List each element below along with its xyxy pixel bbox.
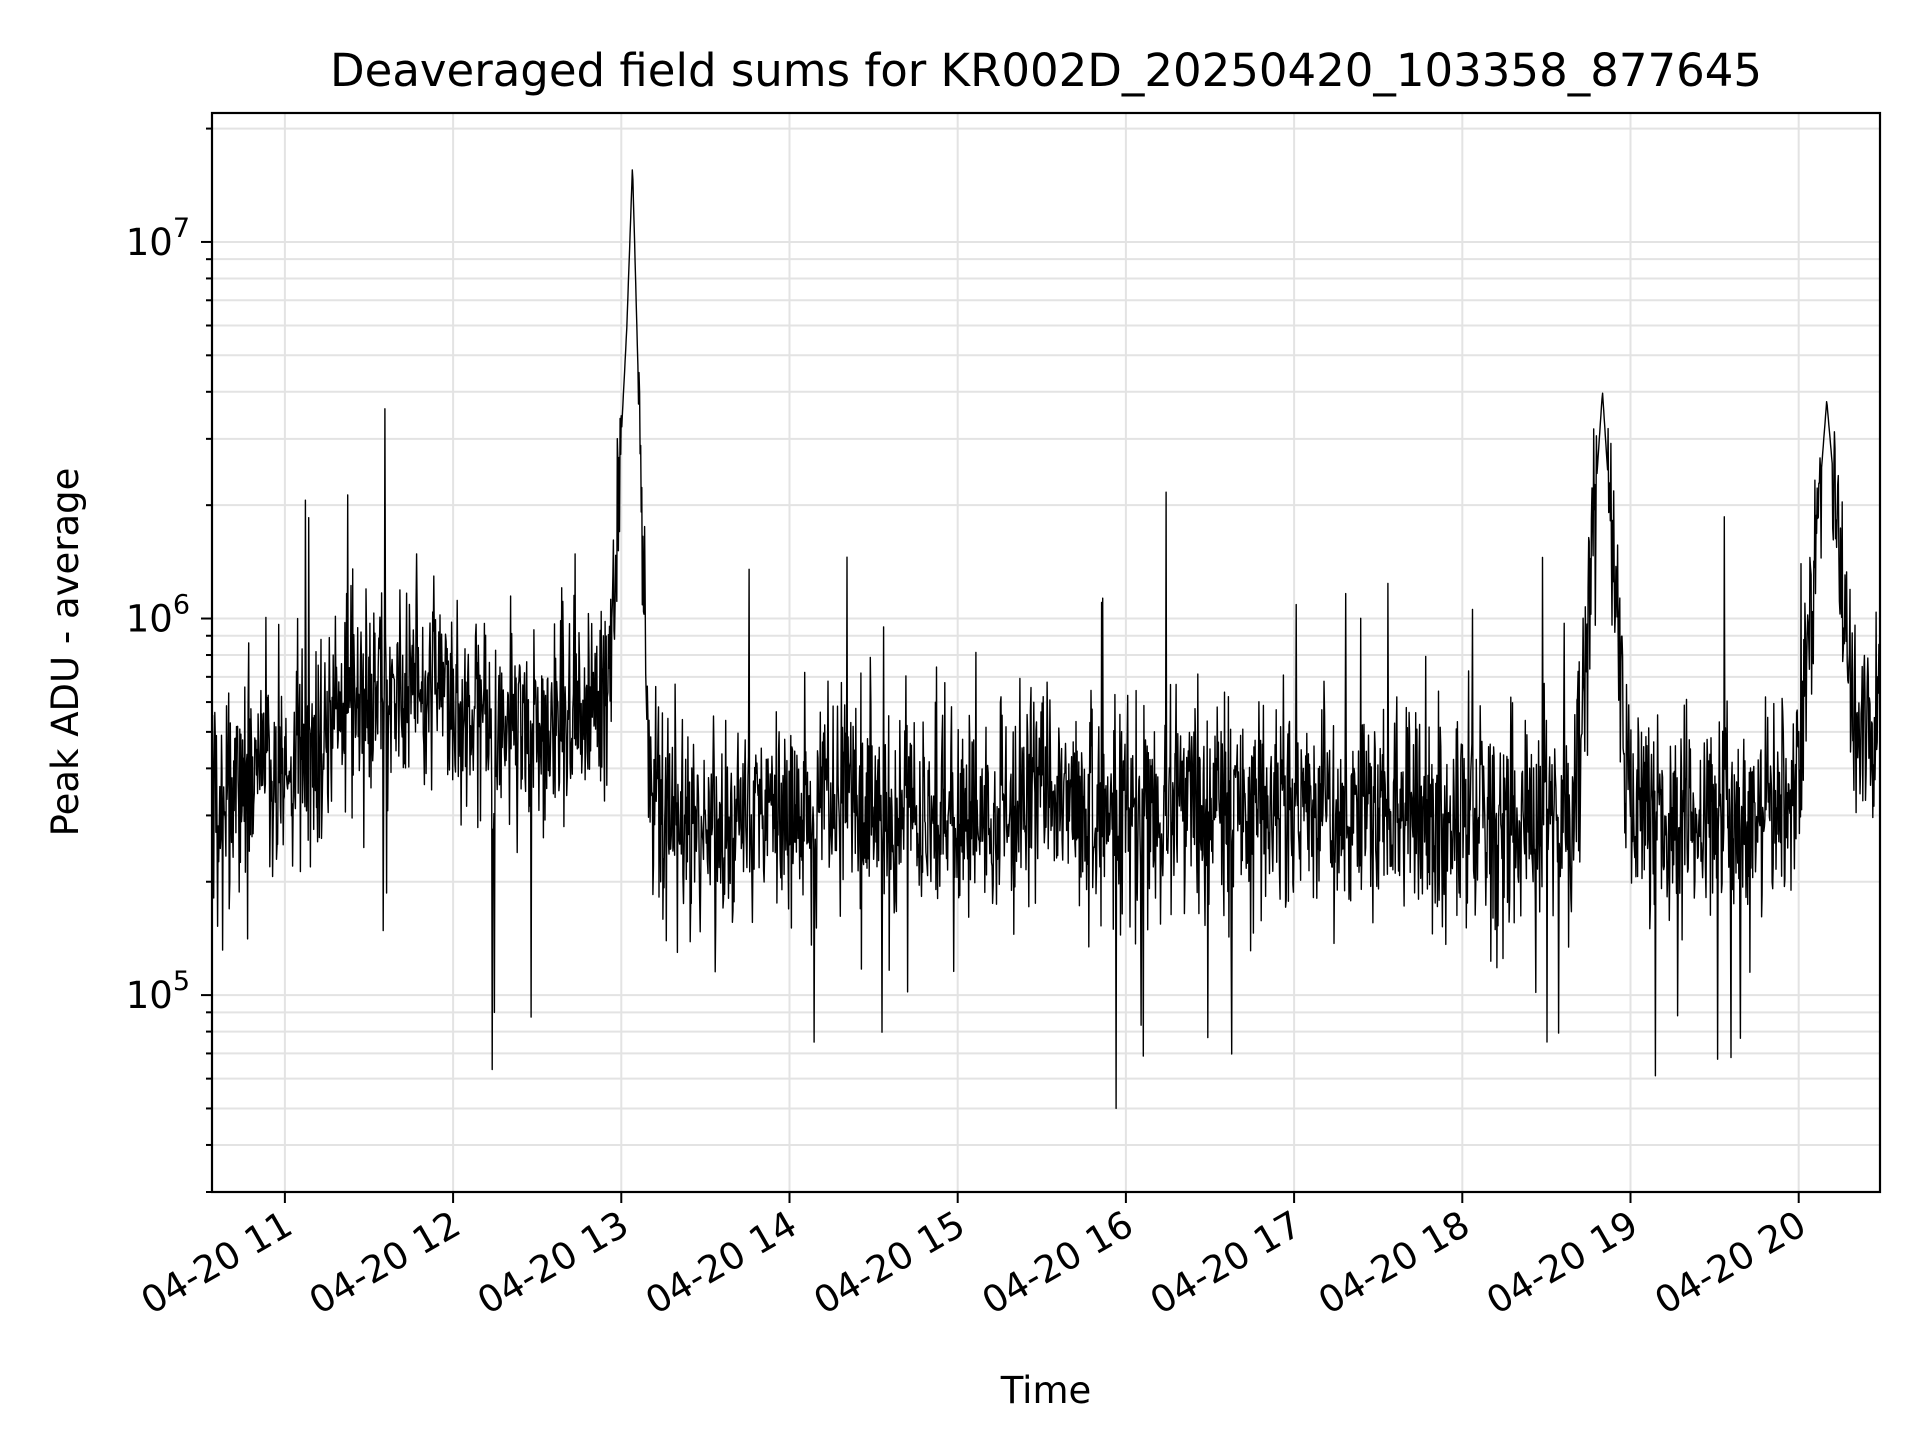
x-axis-label: Time [1000,1369,1092,1412]
axes-frame [210,111,1882,1194]
chart-title: Deaveraged field sums for KR002D_2025042… [330,44,1762,97]
series-layer [211,169,1881,1110]
series-line [211,169,1881,1110]
y-tick-label: 106 [126,590,190,641]
grid [212,113,1880,1193]
y-tick-label: 107 [126,213,190,264]
y-axis-label: Peak ADU - average [44,468,87,837]
y-tick-label: 105 [126,966,190,1017]
y-axis: 105 106 107 [126,127,212,1193]
